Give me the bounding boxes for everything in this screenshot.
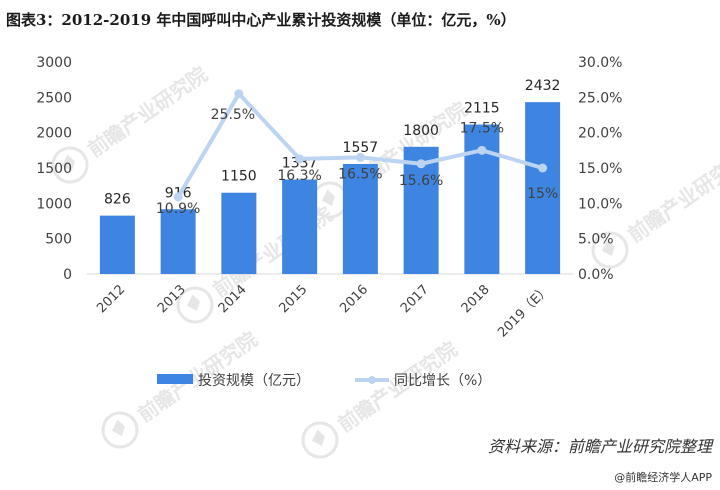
growth-point-label: 15.6%	[399, 173, 443, 189]
right-tick-label: 30.0%	[578, 55, 622, 71]
x-tick-label: 2017	[398, 282, 432, 316]
left-tick-label: 2500	[36, 90, 72, 106]
legend-label-growth: 同比增长（%）	[394, 373, 491, 389]
x-tick-label: 2018	[459, 282, 493, 316]
x-tick-label: 2016	[337, 282, 371, 316]
investment-bar-label: 1150	[221, 169, 257, 185]
growth-point	[173, 192, 183, 202]
growth-point-label: 15%	[527, 186, 558, 202]
x-tick-label: 2013	[155, 282, 189, 316]
right-axis-ticks: 0.0% 5.0% 10.0% 15.0% 20.0% 25.0% 30.0%	[578, 55, 622, 283]
x-tick-label: 2019（E）	[495, 282, 553, 340]
growth-point	[234, 89, 244, 99]
legend-swatch-growth-marker	[368, 376, 376, 384]
bar-value-labels: 826916115013371557180021152432	[104, 78, 560, 207]
left-axis-ticks: 0 500 1000 1500 2000 2500 3000	[36, 55, 72, 283]
investment-bar	[221, 192, 257, 274]
source-note: 资料来源：前瞻产业研究院整理	[488, 437, 714, 456]
investment-bar-label: 1557	[343, 140, 379, 156]
left-tick-label: 1000	[36, 196, 72, 212]
growth-point-label: 25.5%	[211, 107, 255, 123]
legend: 投资规模（亿元） 同比增长（%）	[157, 373, 491, 389]
investment-bar	[342, 163, 378, 274]
x-tick-label: 2015	[276, 282, 310, 316]
growth-point-label: 17.5%	[460, 120, 504, 136]
investment-bar	[282, 179, 318, 274]
left-tick-label: 1500	[36, 161, 72, 177]
growth-line-series	[173, 89, 548, 202]
left-tick-label: 2000	[36, 126, 72, 142]
right-tick-label: 25.0%	[578, 90, 622, 106]
investment-bar-label: 2432	[525, 78, 561, 94]
investment-bar	[160, 209, 196, 274]
growth-point	[477, 145, 487, 155]
right-tick-label: 10.0%	[578, 196, 622, 212]
left-tick-label: 3000	[36, 55, 72, 71]
legend-swatch-investment	[157, 374, 193, 384]
app-credit: @前瞻经济学人APP	[614, 470, 712, 484]
growth-value-labels: 10.9% 25.5% 16.3% 16.5% 15.6% 17.5% 15%	[156, 107, 558, 217]
investment-bar	[99, 215, 135, 274]
investment-bar-label: 2115	[464, 101, 500, 117]
growth-point	[355, 152, 365, 162]
growth-point-label: 16.5%	[338, 166, 382, 182]
right-tick-label: 5.0%	[578, 232, 614, 248]
right-tick-label: 15.0%	[578, 161, 622, 177]
investment-bar	[525, 102, 561, 274]
investment-bar-label: 1800	[403, 123, 439, 139]
legend-label-investment: 投资规模（亿元）	[198, 373, 310, 389]
growth-point	[295, 154, 305, 164]
left-tick-label: 500	[45, 232, 72, 248]
x-axis-ticks: 2012 2013 2014 2015 2016 2017 2018 2019（E）	[94, 282, 553, 340]
bar-series	[99, 102, 561, 274]
chart-title: 图表3：2012-2019 年中国呼叫中心产业累计投资规模（单位：亿元，%）	[6, 11, 516, 29]
growth-point	[416, 159, 426, 169]
growth-point	[538, 163, 548, 173]
watermark-layer	[44, 55, 720, 466]
investment-bar-label: 826	[104, 192, 131, 208]
left-tick-label: 0	[63, 267, 72, 283]
x-tick-label: 2012	[94, 282, 128, 316]
right-tick-label: 20.0%	[578, 126, 622, 142]
right-tick-label: 0.0%	[578, 267, 614, 283]
growth-point-label: 16.3%	[277, 168, 321, 184]
growth-point-label: 10.9%	[156, 201, 200, 217]
